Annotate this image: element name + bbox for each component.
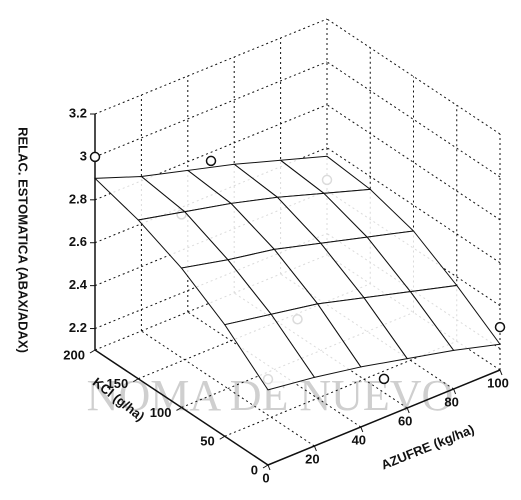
tick-mark	[132, 378, 139, 383]
z-tick-label: 2.2	[69, 320, 87, 335]
observed-point	[205, 155, 217, 167]
x-tick-label: 40	[352, 432, 366, 447]
grid-line	[94, 18, 328, 115]
grid-line	[94, 61, 328, 158]
z-tick-label: 3.2	[69, 105, 87, 120]
y-tick-label: 0	[251, 462, 258, 477]
observed-point	[89, 151, 101, 163]
x-axis-label: AZUFRE (kg/ha)	[379, 422, 476, 473]
y-tick-label: 100	[150, 405, 172, 420]
tick-mark	[360, 426, 364, 433]
tick-mark	[89, 349, 96, 354]
tick-mark	[453, 388, 457, 395]
tick-mark	[499, 369, 503, 376]
z-tick-label: 3	[80, 148, 87, 163]
tick-mark	[219, 435, 226, 440]
tick-mark	[313, 445, 317, 452]
z-tick-label: 2.8	[69, 191, 87, 206]
z-tick-label: 2.4	[69, 277, 88, 292]
x-tick-label: 0	[262, 470, 269, 485]
surface-cell	[223, 313, 316, 391]
tick-mark	[406, 407, 410, 414]
y-tick-label: 200	[63, 347, 85, 362]
x-tick-label: 20	[305, 451, 319, 466]
y-tick-label: 150	[107, 376, 129, 391]
observed-point	[494, 321, 506, 333]
tick-mark	[267, 464, 271, 471]
z-axis-label: RELAC. ESTOMATICA (ABAX/ADAX)	[16, 127, 31, 353]
grid-line	[326, 61, 501, 178]
x-tick-label: 80	[444, 394, 458, 409]
z-tick-label: 2.6	[69, 234, 87, 249]
tick-mark	[176, 407, 182, 411]
x-tick-label: 100	[487, 375, 509, 390]
observed-point	[378, 373, 390, 385]
grid-line	[224, 340, 457, 437]
x-tick-label: 60	[398, 413, 412, 428]
tick-mark	[262, 464, 269, 469]
y-tick-label: 50	[200, 434, 214, 449]
